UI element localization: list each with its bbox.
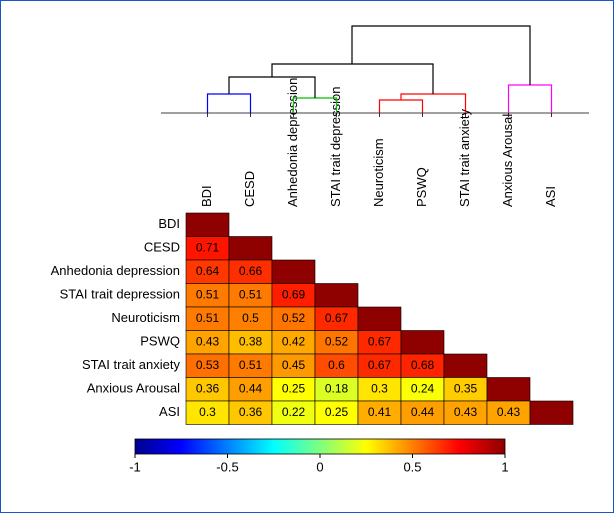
cell-value: 0.67 xyxy=(368,334,392,348)
colorbar-tick-label: 1 xyxy=(501,460,508,475)
cell-value: 0.52 xyxy=(282,311,306,325)
cell-value: 0.66 xyxy=(239,264,263,278)
heatmap-cell xyxy=(358,307,401,331)
cell-value: 0.25 xyxy=(282,381,306,395)
ylabel: STAI trait anxiety xyxy=(82,357,181,372)
cell-value: 0.52 xyxy=(325,334,349,348)
cell-value: 0.6 xyxy=(328,358,345,372)
heatmap-cell xyxy=(487,378,530,402)
xlabel: PSWQ xyxy=(414,167,429,207)
heatmap-cell xyxy=(315,284,358,308)
cell-value: 0.69 xyxy=(282,287,306,301)
cell-value: 0.43 xyxy=(454,405,478,419)
ylabel: ASI xyxy=(159,404,180,419)
cell-value: 0.68 xyxy=(411,358,435,372)
colorbar-tick-label: 0.5 xyxy=(403,460,421,475)
cell-value: 0.3 xyxy=(371,381,388,395)
cell-value: 0.51 xyxy=(239,358,263,372)
heatmap-cell xyxy=(229,237,272,261)
colorbar-tick-label: -1 xyxy=(129,460,141,475)
cell-value: 0.3 xyxy=(199,405,216,419)
xlabel: CESD xyxy=(242,171,257,207)
ylabel: BDI xyxy=(158,216,180,231)
cell-value: 0.36 xyxy=(239,405,263,419)
heatmap-cell xyxy=(530,401,573,425)
colorbar-tick-label: -0.5 xyxy=(216,460,238,475)
correlation-dendrogram-svg: 0.710.640.660.510.510.690.510.50.520.670… xyxy=(1,1,614,514)
cell-value: 0.51 xyxy=(239,287,263,301)
cell-value: 0.38 xyxy=(239,334,263,348)
cell-value: 0.51 xyxy=(196,287,220,301)
dendro-link xyxy=(380,100,423,113)
cell-value: 0.71 xyxy=(196,240,220,254)
ylabel: CESD xyxy=(144,240,180,255)
xlabel: Neuroticism xyxy=(371,138,386,207)
heatmap-cell xyxy=(401,331,444,355)
colorbar-tick-label: 0 xyxy=(316,460,323,475)
ylabel: Neuroticism xyxy=(111,310,180,325)
cell-value: 0.5 xyxy=(242,311,259,325)
colorbar xyxy=(135,439,505,454)
cell-value: 0.43 xyxy=(196,334,220,348)
ylabel: Anxious Arousal xyxy=(87,381,180,396)
cell-value: 0.42 xyxy=(282,334,306,348)
xlabel: STAI trait depression xyxy=(328,87,343,207)
cell-value: 0.22 xyxy=(282,405,306,419)
cell-value: 0.53 xyxy=(196,358,220,372)
cell-value: 0.36 xyxy=(196,381,220,395)
dendro-link xyxy=(401,94,466,113)
dendro-link xyxy=(208,94,251,113)
figure-frame: 0.710.640.660.510.510.690.510.50.520.670… xyxy=(0,0,614,513)
xlabel: Anhedonia depression xyxy=(285,78,300,207)
cell-value: 0.35 xyxy=(454,381,478,395)
cell-value: 0.67 xyxy=(325,311,349,325)
dendro-link xyxy=(352,26,530,85)
heatmap-cell xyxy=(444,354,487,378)
cell-value: 0.44 xyxy=(411,405,435,419)
heatmap-cell xyxy=(272,260,315,284)
cell-value: 0.45 xyxy=(282,358,306,372)
heatmap-cell xyxy=(186,213,229,237)
xlabel: STAI trait anxiety xyxy=(457,108,472,207)
cell-value: 0.41 xyxy=(368,405,392,419)
ylabel: Anhedonia depression xyxy=(51,263,180,278)
cell-value: 0.18 xyxy=(325,381,349,395)
ylabel: PSWQ xyxy=(140,334,180,349)
cell-value: 0.24 xyxy=(411,381,435,395)
cell-value: 0.51 xyxy=(196,311,220,325)
cell-value: 0.64 xyxy=(196,264,220,278)
cell-value: 0.44 xyxy=(239,381,263,395)
ylabel: STAI trait depression xyxy=(60,287,180,302)
cell-value: 0.43 xyxy=(497,405,521,419)
dendro-link xyxy=(229,77,315,98)
cell-value: 0.25 xyxy=(325,405,349,419)
xlabel: Anxious Arousal xyxy=(500,114,515,207)
xlabel: ASI xyxy=(543,186,558,207)
xlabel: BDI xyxy=(199,185,214,207)
cell-value: 0.67 xyxy=(368,358,392,372)
dendro-link xyxy=(509,85,552,113)
